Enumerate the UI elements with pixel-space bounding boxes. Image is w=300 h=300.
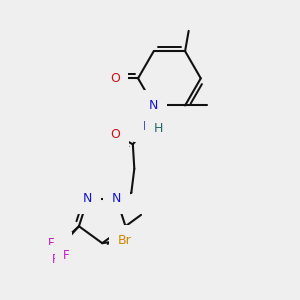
Text: F: F [52, 254, 58, 266]
Text: N: N [83, 192, 92, 206]
Text: F: F [63, 254, 70, 267]
Text: Br: Br [118, 234, 131, 247]
Text: F: F [57, 240, 64, 253]
Text: F: F [48, 237, 55, 250]
Text: N: N [112, 192, 121, 206]
Text: F: F [46, 250, 52, 262]
Text: H: H [154, 122, 163, 135]
Text: O: O [111, 128, 120, 141]
Text: O: O [110, 72, 120, 85]
Text: F: F [63, 249, 70, 262]
Text: N: N [142, 121, 152, 134]
Text: N: N [149, 99, 158, 112]
